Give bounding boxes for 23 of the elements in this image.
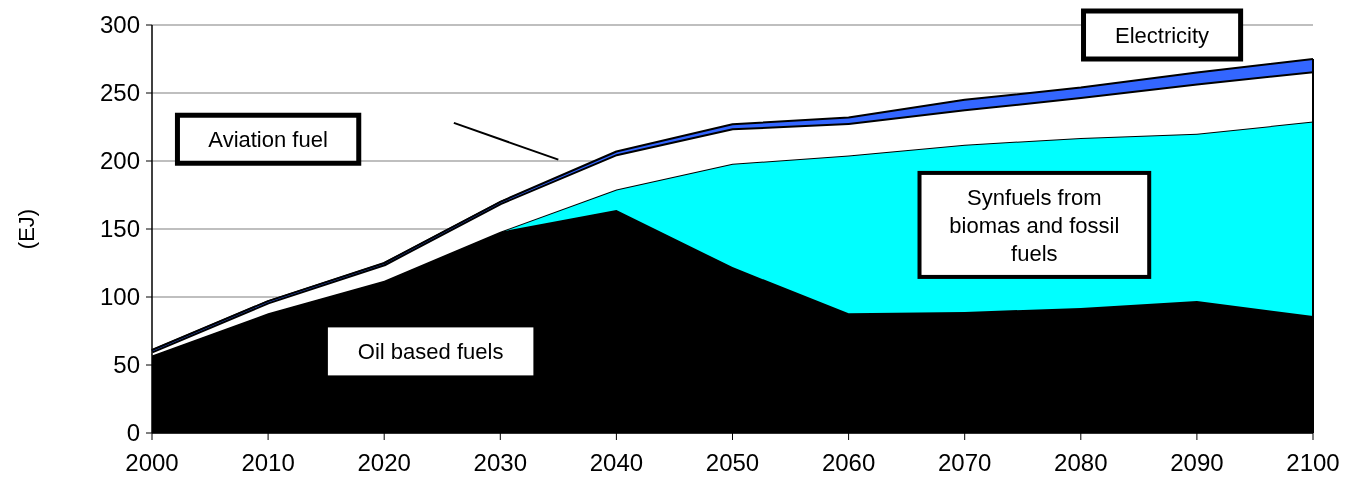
y-tick-label: 200 [99, 147, 140, 175]
y-tick-label: 300 [99, 11, 140, 39]
x-tick-label: 2000 [125, 449, 179, 476]
x-tick-label: 2030 [473, 449, 527, 476]
y-tick-label: 50 [113, 351, 140, 379]
x-tick-label: 2040 [589, 449, 644, 476]
y-tick-label: 250 [99, 79, 140, 107]
y-tick-label: 0 [126, 419, 140, 447]
x-tick-label: 2070 [938, 449, 992, 476]
y-tick-label: 150 [99, 215, 140, 243]
series-label: Synfuels from biomas and fossil fuels [949, 184, 1120, 266]
x-tick-label: 2080 [1054, 449, 1108, 476]
x-tick-label: 2060 [821, 449, 876, 476]
y-axis-title: (EJ) [14, 208, 39, 250]
series-label: Electricity [1115, 22, 1210, 48]
x-tick-label: 2090 [1170, 449, 1224, 476]
series-label: Oil based fuels [357, 339, 504, 365]
x-tick-label: 2010 [241, 449, 295, 476]
x-tick-label: 2050 [705, 449, 760, 476]
y-tick-label: 100 [99, 283, 140, 311]
x-tick-label: 2020 [357, 449, 411, 476]
text: Aviation fuel [208, 126, 328, 152]
x-tick-label: 2100 [1286, 449, 1340, 476]
